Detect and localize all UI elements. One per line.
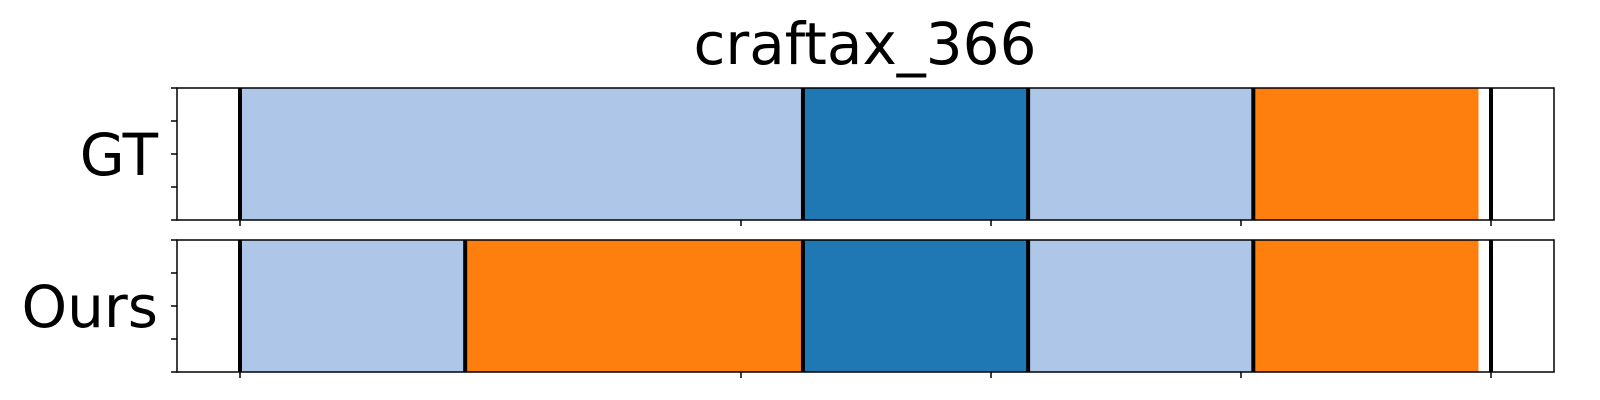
segment-gt-2 [1028, 88, 1254, 220]
segment-gt-0 [240, 88, 803, 220]
segment-gt-1 [802, 88, 1029, 220]
row-label-gt: GT [80, 121, 159, 189]
chart-title: craftax_366 [694, 10, 1037, 78]
segment-gt-3 [1253, 88, 1479, 220]
row-gt: GT [80, 87, 1555, 226]
segment-ours-1 [465, 240, 803, 372]
row-ours: Ours [22, 239, 1555, 378]
segment-ours-2 [802, 240, 1029, 372]
segment-ours-0 [240, 240, 466, 372]
segment-ours-4 [1253, 240, 1479, 372]
segment-ours-3 [1028, 240, 1254, 372]
row-label-ours: Ours [22, 273, 158, 341]
